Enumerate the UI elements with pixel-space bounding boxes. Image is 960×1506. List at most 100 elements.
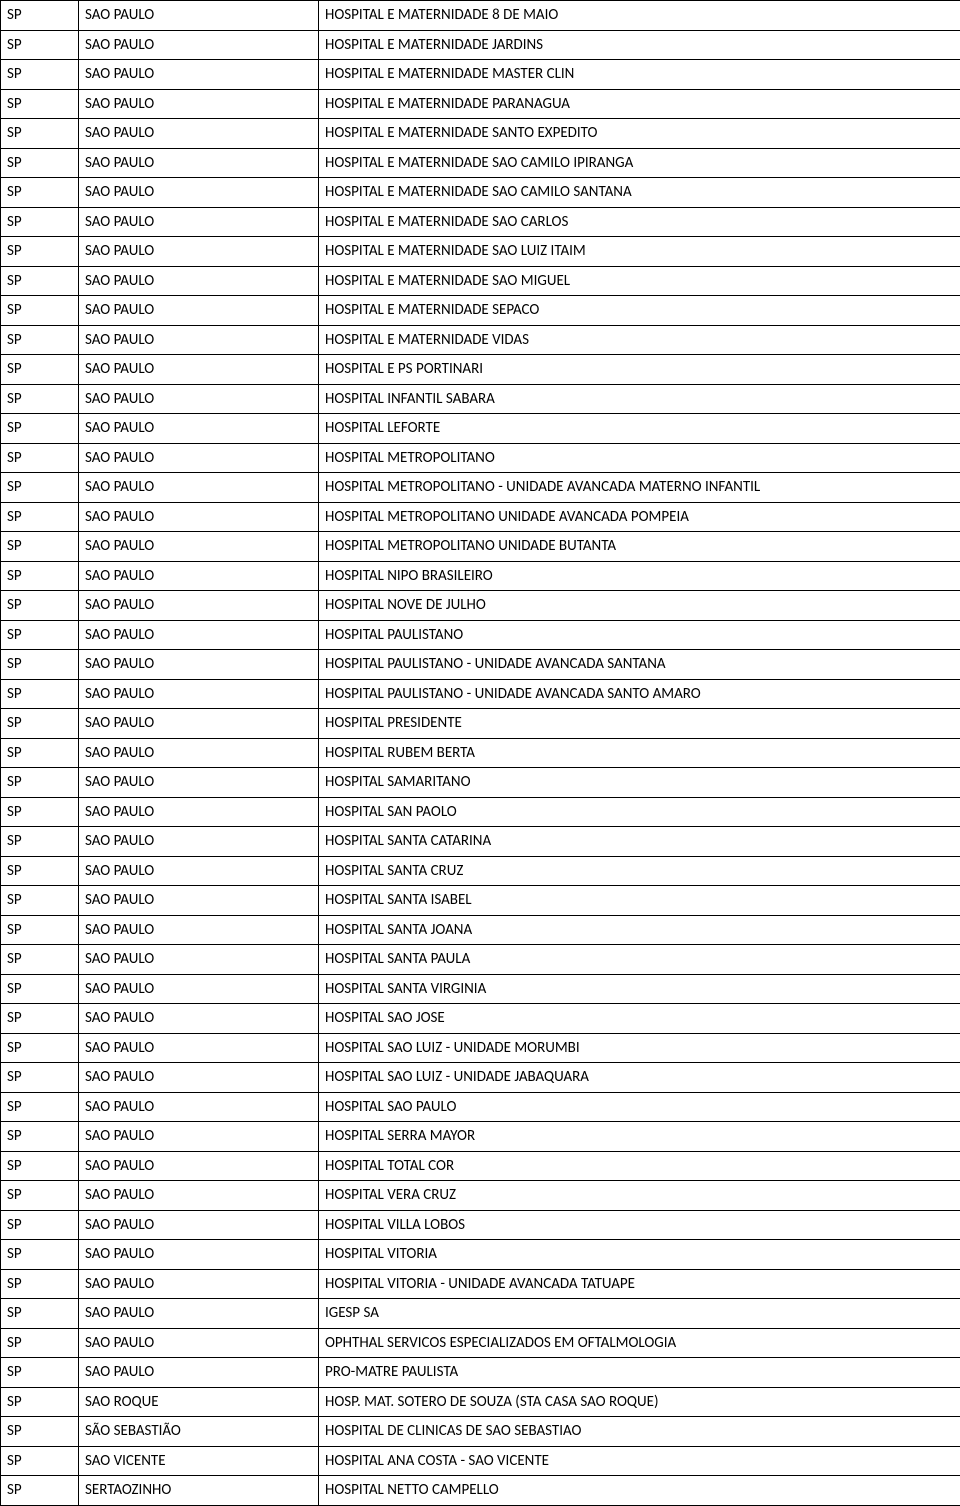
table-row: SPSAO PAULOHOSPITAL PRESIDENTE [1, 709, 960, 739]
table-row: SPSAO PAULOHOSPITAL VILLA LOBOS [1, 1210, 960, 1240]
city-cell: SAO PAULO [79, 1181, 319, 1211]
table-row: SPSAO PAULOHOSPITAL SAO PAULO [1, 1092, 960, 1122]
table-row: SPSAO PAULOHOSPITAL PAULISTANO - UNIDADE… [1, 650, 960, 680]
table-row: SPSAO PAULOHOSPITAL E MATERNIDADE VIDAS [1, 325, 960, 355]
state-cell: SP [1, 886, 79, 916]
table-row: SPSAO PAULOHOSPITAL METROPOLITANO UNIDAD… [1, 502, 960, 532]
table-row: SPSAO PAULOHOSPITAL LEFORTE [1, 414, 960, 444]
city-cell: SAO PAULO [79, 1299, 319, 1329]
state-cell: SP [1, 1299, 79, 1329]
state-cell: SP [1, 945, 79, 975]
table-row: SPSAO PAULOHOSPITAL E PS PORTINARI [1, 355, 960, 385]
city-cell: SÃO SEBASTIÃO [79, 1417, 319, 1447]
city-cell: SAO PAULO [79, 60, 319, 90]
hospital-cell: HOSPITAL DE CLINICAS DE SAO SEBASTIAO [319, 1417, 960, 1447]
table-row: SPSAO PAULOHOSPITAL E MATERNIDADE SAO CA… [1, 207, 960, 237]
table-row: SPSAO PAULOHOSPITAL SANTA CRUZ [1, 856, 960, 886]
city-cell: SAO PAULO [79, 473, 319, 503]
hospital-cell: HOSPITAL E MATERNIDADE 8 DE MAIO [319, 1, 960, 31]
city-cell: SAO PAULO [79, 945, 319, 975]
state-cell: SP [1, 30, 79, 60]
table-row: SPSAO PAULOHOSPITAL E MATERNIDADE 8 DE M… [1, 1, 960, 31]
hospital-cell: HOSPITAL PRESIDENTE [319, 709, 960, 739]
city-cell: SERTAOZINHO [79, 1476, 319, 1506]
state-cell: SP [1, 915, 79, 945]
state-cell: SP [1, 148, 79, 178]
table-row: SPSAO PAULOHOSPITAL SAO LUIZ - UNIDADE M… [1, 1033, 960, 1063]
hospital-cell: HOSPITAL METROPOLITANO - UNIDADE AVANCAD… [319, 473, 960, 503]
city-cell: SAO PAULO [79, 915, 319, 945]
table-row: SPSÃO SEBASTIÃOHOSPITAL DE CLINICAS DE S… [1, 1417, 960, 1447]
state-cell: SP [1, 414, 79, 444]
city-cell: SAO PAULO [79, 296, 319, 326]
hospital-cell: HOSPITAL INFANTIL SABARA [319, 384, 960, 414]
hospital-cell: HOSPITAL NIPO BRASILEIRO [319, 561, 960, 591]
state-cell: SP [1, 207, 79, 237]
hospital-cell: HOSPITAL METROPOLITANO UNIDADE AVANCADA … [319, 502, 960, 532]
city-cell: SAO ROQUE [79, 1387, 319, 1417]
hospital-cell: HOSPITAL SAMARITANO [319, 768, 960, 798]
table-row: SPSAO PAULOHOSPITAL E MATERNIDADE MASTER… [1, 60, 960, 90]
hospital-cell: HOSPITAL LEFORTE [319, 414, 960, 444]
hospital-cell: HOSP. MAT. SOTERO DE SOUZA (STA CASA SAO… [319, 1387, 960, 1417]
table-row: SPSAO PAULOHOSPITAL PAULISTANO - UNIDADE… [1, 679, 960, 709]
hospital-cell: HOSPITAL E PS PORTINARI [319, 355, 960, 385]
state-cell: SP [1, 60, 79, 90]
state-cell: SP [1, 1417, 79, 1447]
state-cell: SP [1, 502, 79, 532]
city-cell: SAO PAULO [79, 532, 319, 562]
state-cell: SP [1, 1358, 79, 1388]
hospital-cell: HOSPITAL E MATERNIDADE VIDAS [319, 325, 960, 355]
state-cell: SP [1, 266, 79, 296]
city-cell: SAO PAULO [79, 1358, 319, 1388]
state-cell: SP [1, 679, 79, 709]
state-cell: SP [1, 738, 79, 768]
hospital-cell: HOSPITAL E MATERNIDADE SAO MIGUEL [319, 266, 960, 296]
city-cell: SAO PAULO [79, 620, 319, 650]
city-cell: SAO PAULO [79, 266, 319, 296]
state-cell: SP [1, 709, 79, 739]
city-cell: SAO PAULO [79, 355, 319, 385]
city-cell: SAO PAULO [79, 856, 319, 886]
city-cell: SAO PAULO [79, 561, 319, 591]
city-cell: SAO PAULO [79, 738, 319, 768]
hospital-cell: HOSPITAL SAO LUIZ - UNIDADE JABAQUARA [319, 1063, 960, 1093]
hospital-cell: HOSPITAL E MATERNIDADE SAO CAMILO IPIRAN… [319, 148, 960, 178]
state-cell: SP [1, 1063, 79, 1093]
state-cell: SP [1, 1033, 79, 1063]
city-cell: SAO PAULO [79, 325, 319, 355]
hospital-cell: HOSPITAL E MATERNIDADE JARDINS [319, 30, 960, 60]
city-cell: SAO PAULO [79, 178, 319, 208]
table-row: SPSAO VICENTEHOSPITAL ANA COSTA - SAO VI… [1, 1446, 960, 1476]
state-cell: SP [1, 1328, 79, 1358]
table-row: SPSAO PAULOHOSPITAL E MATERNIDADE SAO LU… [1, 237, 960, 267]
hospital-cell: HOSPITAL VILLA LOBOS [319, 1210, 960, 1240]
city-cell: SAO PAULO [79, 768, 319, 798]
city-cell: SAO PAULO [79, 1210, 319, 1240]
state-cell: SP [1, 1, 79, 31]
city-cell: SAO PAULO [79, 679, 319, 709]
state-cell: SP [1, 856, 79, 886]
table-row: SPSAO ROQUEHOSP. MAT. SOTERO DE SOUZA (S… [1, 1387, 960, 1417]
state-cell: SP [1, 1476, 79, 1506]
table-row: SPSAO PAULOHOSPITAL METROPOLITANO [1, 443, 960, 473]
state-cell: SP [1, 119, 79, 149]
hospital-cell: HOSPITAL VERA CRUZ [319, 1181, 960, 1211]
hospital-cell: OPHTHAL SERVICOS ESPECIALIZADOS EM OFTAL… [319, 1328, 960, 1358]
hospital-cell: HOSPITAL E MATERNIDADE SANTO EXPEDITO [319, 119, 960, 149]
state-cell: SP [1, 620, 79, 650]
table-row: SPSAO PAULOHOSPITAL SANTA ISABEL [1, 886, 960, 916]
table-row: SPSAO PAULOHOSPITAL SAO JOSE [1, 1004, 960, 1034]
table-row: SPSAO PAULOHOSPITAL SANTA PAULA [1, 945, 960, 975]
state-cell: SP [1, 1210, 79, 1240]
hospital-cell: HOSPITAL SAO LUIZ - UNIDADE MORUMBI [319, 1033, 960, 1063]
hospital-cell: HOSPITAL SANTA CATARINA [319, 827, 960, 857]
hospital-cell: HOSPITAL ANA COSTA - SAO VICENTE [319, 1446, 960, 1476]
hospital-cell: HOSPITAL VITORIA - UNIDADE AVANCADA TATU… [319, 1269, 960, 1299]
hospital-cell: HOSPITAL PAULISTANO [319, 620, 960, 650]
state-cell: SP [1, 1446, 79, 1476]
city-cell: SAO VICENTE [79, 1446, 319, 1476]
hospital-cell: HOSPITAL RUBEM BERTA [319, 738, 960, 768]
table-row: SPSAO PAULOPRO-MATRE PAULISTA [1, 1358, 960, 1388]
hospital-cell: HOSPITAL SANTA CRUZ [319, 856, 960, 886]
